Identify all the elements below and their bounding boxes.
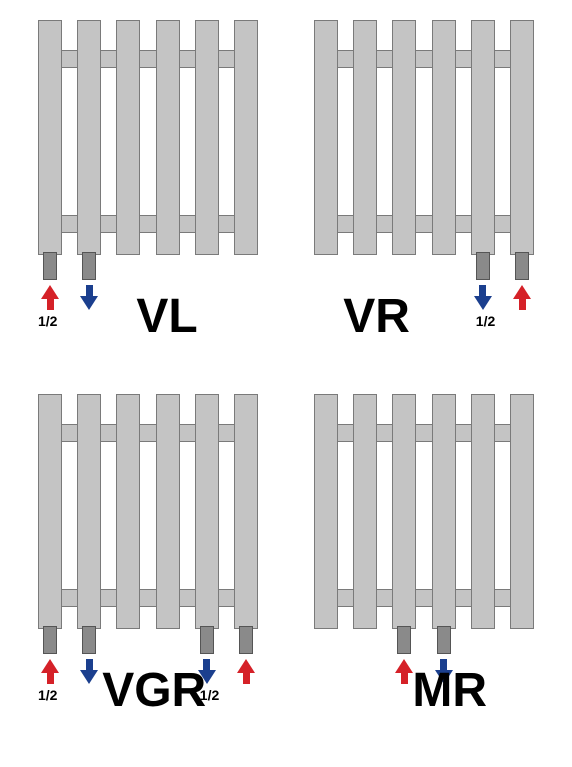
- arrow-down-icon: [80, 285, 98, 311]
- radiator-column: [116, 394, 140, 629]
- pipe: [515, 252, 529, 280]
- radiator-VL: 1/2VL: [38, 20, 258, 290]
- diagram-grid: 1/2 VL 1/2 VR 1/21/2VGR MR: [0, 0, 572, 767]
- cell-VR: 1/2 VR: [286, 10, 562, 384]
- radiator-column: [353, 20, 377, 255]
- radiator-column: [510, 20, 534, 255]
- arrow-down-icon: [80, 659, 98, 685]
- cell-VGR: 1/21/2VGR: [10, 384, 286, 758]
- radiator-column: [314, 394, 338, 629]
- arrow-up-icon: [237, 659, 255, 685]
- pipe: [476, 252, 490, 280]
- radiator-VR: 1/2VR: [314, 20, 534, 290]
- radiator-column: [234, 394, 258, 629]
- radiator-column: [471, 394, 495, 629]
- radiator-column: [353, 394, 377, 629]
- fraction-label: 1/2: [38, 313, 57, 329]
- radiator-column: [314, 20, 338, 255]
- pipe: [43, 252, 57, 280]
- radiator-column: [77, 394, 101, 629]
- radiator-column: [234, 20, 258, 255]
- pipe: [239, 626, 253, 654]
- radiator-column: [471, 20, 495, 255]
- config-label: VR: [343, 289, 410, 344]
- fraction-label: 1/2: [476, 313, 495, 329]
- arrow-up-icon: [41, 659, 59, 685]
- pipe: [43, 626, 57, 654]
- fraction-label: 1/2: [38, 687, 57, 703]
- pipe: [437, 626, 451, 654]
- radiator-column: [195, 394, 219, 629]
- radiator-column: [116, 20, 140, 255]
- radiator-column: [38, 394, 62, 629]
- config-label: VGR: [102, 663, 206, 718]
- arrow-down-icon: [474, 285, 492, 311]
- radiator-column: [156, 394, 180, 629]
- pipe: [397, 626, 411, 654]
- arrow-up-icon: [395, 659, 413, 685]
- radiator-column: [77, 20, 101, 255]
- pipe: [82, 626, 96, 654]
- radiator-VGR: 1/21/2VGR: [38, 394, 258, 664]
- cell-VL: 1/2 VL: [10, 10, 286, 384]
- radiator-column: [392, 20, 416, 255]
- radiator-MR: MR: [314, 394, 534, 664]
- radiator-column: [195, 20, 219, 255]
- config-label: MR: [412, 663, 487, 718]
- pipe: [82, 252, 96, 280]
- pipe: [200, 626, 214, 654]
- radiator-column: [38, 20, 62, 255]
- radiator-column: [432, 20, 456, 255]
- config-label: VL: [136, 289, 197, 344]
- radiator-column: [510, 394, 534, 629]
- arrow-up-icon: [513, 285, 531, 311]
- radiator-column: [392, 394, 416, 629]
- radiator-column: [156, 20, 180, 255]
- radiator-column: [432, 394, 456, 629]
- cell-MR: MR: [286, 384, 562, 758]
- arrow-up-icon: [41, 285, 59, 311]
